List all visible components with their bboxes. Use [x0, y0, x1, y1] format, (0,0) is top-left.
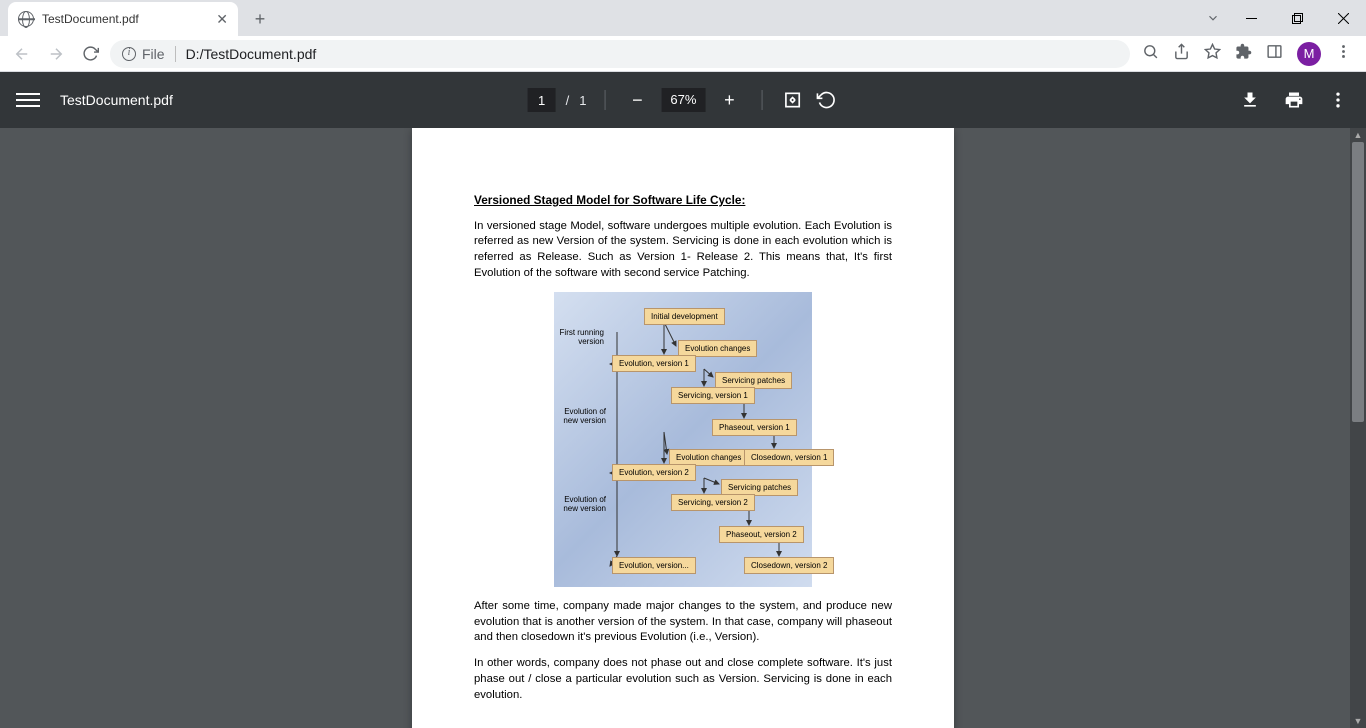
doc-para-1: In versioned stage Model, software under…: [474, 219, 892, 282]
globe-icon: [18, 11, 34, 27]
diagram-node-ev2: Evolution, version 2: [612, 464, 696, 481]
scroll-down-arrow[interactable]: ▼: [1350, 714, 1366, 728]
info-icon: [122, 47, 136, 61]
pdf-page-controls: / 1 − 67% +: [528, 86, 839, 114]
diagram-node-ev1: Evolution, version 1: [612, 355, 696, 372]
pdf-viewport[interactable]: Versioned Staged Model for Software Life…: [0, 128, 1366, 728]
pdf-toolbar: TestDocument.pdf / 1 − 67% +: [0, 72, 1366, 128]
print-button[interactable]: [1282, 88, 1306, 112]
lifecycle-diagram: Initial developmentEvolution changesEvol…: [554, 292, 812, 587]
extensions-icon[interactable]: [1235, 43, 1252, 65]
diagram-annotation-0: First runningversion: [560, 329, 604, 347]
pdf-menu-button[interactable]: [16, 88, 40, 112]
doc-para-2: After some time, company made major chan…: [474, 599, 892, 646]
forward-button[interactable]: [42, 40, 70, 68]
url-path: D:/TestDocument.pdf: [186, 46, 317, 62]
pdf-more-button[interactable]: [1326, 88, 1350, 112]
zoom-level: 67%: [661, 88, 705, 112]
tab-title: TestDocument.pdf: [42, 12, 208, 26]
diagram-annotation-1: Evolution ofnew version: [563, 408, 606, 426]
back-button[interactable]: [8, 40, 36, 68]
omnibox[interactable]: File D:/TestDocument.pdf: [110, 40, 1130, 68]
vertical-scrollbar[interactable]: ▲ ▼: [1350, 128, 1366, 728]
diagram-node-ev3: Evolution, version...: [612, 557, 696, 574]
address-bar-row: File D:/TestDocument.pdf M: [0, 36, 1366, 72]
scroll-up-arrow[interactable]: ▲: [1350, 128, 1366, 142]
zoom-in-button[interactable]: +: [715, 86, 743, 114]
page-total: 1: [579, 93, 586, 108]
browser-titlebar: TestDocument.pdf ✕ +: [0, 0, 1366, 36]
browser-tab[interactable]: TestDocument.pdf ✕: [8, 2, 238, 36]
chrome-menu-icon[interactable]: [1335, 43, 1352, 65]
diagram-node-ph2: Phaseout, version 2: [719, 526, 804, 543]
new-tab-button[interactable]: +: [246, 5, 274, 33]
scheme-label: File: [142, 46, 165, 62]
url-scheme: File: [122, 46, 176, 62]
diagram-node-sv1: Servicing, version 1: [671, 387, 755, 404]
diagram-node-sv2: Servicing, version 2: [671, 494, 755, 511]
zoom-out-button[interactable]: −: [623, 86, 651, 114]
diagram-annotation-2: Evolution ofnew version: [563, 496, 606, 514]
profile-avatar[interactable]: M: [1297, 42, 1321, 66]
diagram-node-cd1: Closedown, version 1: [744, 449, 834, 466]
divider: [761, 90, 762, 110]
close-window-button[interactable]: [1320, 0, 1366, 36]
bookmark-icon[interactable]: [1204, 43, 1221, 65]
divider: [604, 90, 605, 110]
maximize-button[interactable]: [1274, 0, 1320, 36]
fit-page-button[interactable]: [780, 88, 804, 112]
diagram-node-ph1: Phaseout, version 1: [712, 419, 797, 436]
doc-heading: Versioned Staged Model for Software Life…: [474, 192, 892, 209]
minimize-button[interactable]: [1228, 0, 1274, 36]
pdf-filename: TestDocument.pdf: [60, 92, 173, 108]
page-separator: /: [566, 93, 570, 108]
window-controls: [1198, 0, 1366, 36]
download-button[interactable]: [1238, 88, 1262, 112]
pdf-page: Versioned Staged Model for Software Life…: [412, 128, 954, 728]
tab-close-button[interactable]: ✕: [216, 11, 228, 28]
sidepanel-icon[interactable]: [1266, 43, 1283, 65]
scroll-thumb[interactable]: [1352, 142, 1364, 422]
diagram-node-init: Initial development: [644, 308, 725, 325]
zoom-indicator-icon[interactable]: [1142, 43, 1159, 65]
doc-para-3: In other words, company does not phase o…: [474, 656, 892, 703]
page-number-input[interactable]: [528, 88, 556, 112]
diagram-node-cd2: Closedown, version 2: [744, 557, 834, 574]
tab-search-icon[interactable]: [1198, 0, 1228, 36]
rotate-button[interactable]: [814, 88, 838, 112]
share-icon[interactable]: [1173, 43, 1190, 65]
reload-button[interactable]: [76, 40, 104, 68]
